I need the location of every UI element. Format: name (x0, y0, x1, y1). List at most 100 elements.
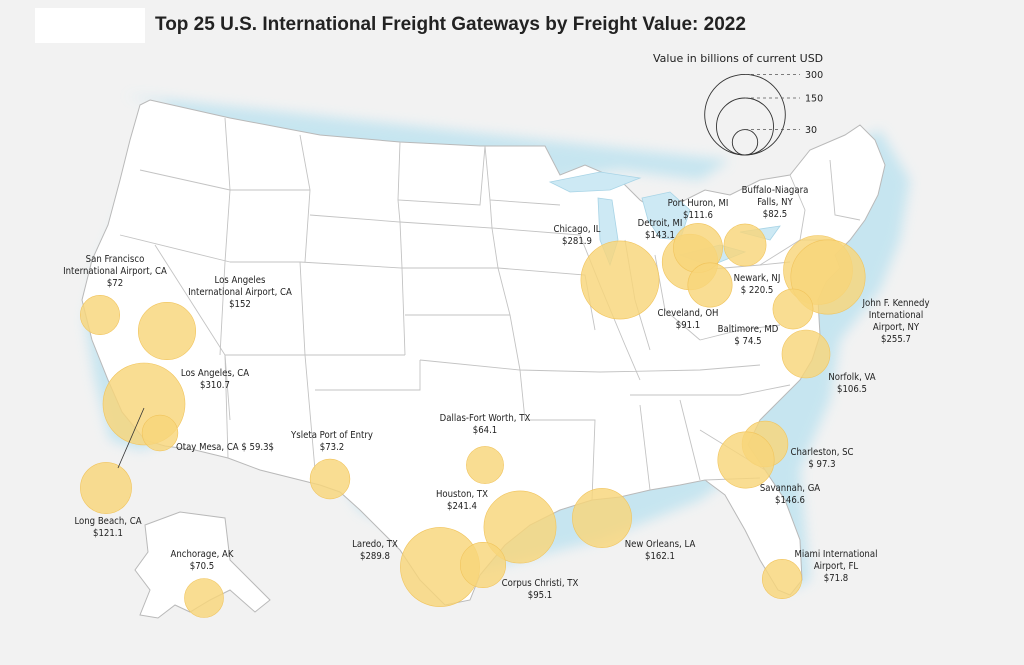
gateway-label: San Francisco International Airport, CA $7… (63, 254, 167, 289)
gateway-label-line: Ysleta Port of Entry (290, 430, 373, 441)
gateway-label-line: Otay Mesa, CA $ 59.3$ (176, 442, 274, 453)
gateway-label-line: $121.1 (93, 528, 123, 539)
gateway-bubble (141, 414, 179, 452)
gateway-label: Norfolk, VA $106.5 (828, 372, 875, 395)
long-beach-leader-line (117, 407, 145, 469)
gateway-label: Cleveland, OH $91.1 (658, 308, 719, 331)
gateway-bubble (138, 301, 197, 360)
gateway-label: Dallas-Fort Worth, TX $64.1 (440, 413, 531, 436)
gateway-label-line: $111.6 (683, 210, 713, 221)
gateway-bubble (184, 578, 224, 618)
gateway-label-line: $162.1 (645, 551, 675, 562)
gateway-bubble (309, 458, 351, 500)
state-borders (119, 117, 861, 501)
gateway-label-line: $146.6 (775, 495, 805, 506)
gateway-label-line: $255.7 (881, 334, 911, 345)
gateway-label-line: Houston, TX (436, 489, 488, 500)
gateway-bubble (723, 223, 767, 267)
gateway-bubble (80, 462, 132, 514)
gateway-label-line: $143.1 (645, 230, 675, 241)
gateway-label-line: Detroit, MI (638, 218, 683, 229)
legend-circles: 300 150 30 (704, 70, 823, 156)
gateway-label: Long Beach, CA $121.1 (74, 516, 141, 539)
gateway-label-line: $152 (229, 299, 251, 310)
gateway-label-line: Port Huron, MI (668, 198, 729, 209)
gateway-label-line: $64.1 (473, 425, 497, 436)
legend-title: Value in billions of current USD (653, 52, 823, 65)
header-blank-box (35, 8, 145, 43)
gateway-label: Corpus Christi, TX $95.1 (502, 578, 579, 601)
gateway-label-line: Los Angeles, CA (181, 368, 249, 379)
gateway-bubble (80, 294, 121, 335)
gateway-label-line: $91.1 (676, 320, 700, 331)
gateway-label: Los Angeles, CA $310.7 (181, 368, 249, 391)
gateway-label: Laredo, TX $289.8 (352, 539, 398, 562)
gateway-label-line: San Francisco (86, 254, 145, 265)
gateway-label-line: Airport, NY (873, 322, 920, 333)
gateway-label-line: John F. Kennedy (861, 298, 929, 309)
gateway-bubble (717, 431, 775, 489)
gateway-label-line: $289.8 (360, 551, 390, 562)
gateway-bubble (790, 239, 866, 315)
gateway-label-line: Buffalo-Niagara (742, 185, 809, 196)
gateway-label-line: Chicago, IL (553, 224, 600, 235)
gateway-label: Chicago, IL $281.9 (553, 224, 600, 247)
gateway-label-line: Savannah, GA (760, 483, 820, 494)
gateway-label: Anchorage, AK $70.5 (171, 549, 234, 572)
gateway-label-line: Los Angeles (214, 275, 266, 286)
gateway-bubble (781, 329, 831, 379)
legend-circle (731, 129, 759, 156)
gateway-label: Port Huron, MI $111.6 (668, 198, 729, 221)
gateway-label: New Orleans, LA $162.1 (625, 539, 696, 562)
gateway-label: Los Angeles International Airport, CA $152 (188, 275, 292, 310)
gateway-label-line: $73.2 (320, 442, 344, 453)
gateway-label-line: $106.5 (837, 384, 867, 395)
gateway-label-line: $82.5 (763, 209, 787, 220)
gateway-bubble (761, 558, 802, 599)
gateway-bubble (572, 488, 632, 548)
gateway-label-line: $310.7 (200, 380, 230, 391)
gateway-label-line: Falls, NY (757, 197, 793, 208)
gateway-label: Newark, NJ $ 220.5 (734, 273, 781, 296)
gateway-label-line: Dallas-Fort Worth, TX (440, 413, 531, 424)
gateway-label-line: Long Beach, CA (74, 516, 141, 527)
gateway-bubble (466, 446, 504, 484)
gateway-label: Miami International Airport, FL $71.8 (795, 549, 878, 584)
gateway-label: Detroit, MI $143.1 (638, 218, 683, 241)
gateway-label-line: Cleveland, OH (658, 308, 719, 319)
gateway-label-line: $ 74.5 (734, 336, 761, 347)
gateway-label-line: International Airport, CA (188, 287, 292, 298)
gateway-label-line: International Airport, CA (63, 266, 167, 277)
gateway-bubbles (80, 223, 866, 618)
gateway-label-line: $281.9 (562, 236, 592, 247)
gateway-bubble (459, 541, 506, 588)
gateway-label-line: $95.1 (528, 590, 552, 601)
map-title: Top 25 U.S. International Freight Gatewa… (155, 14, 746, 35)
gateway-label-line: International (869, 310, 924, 321)
gateway-label-line: $ 97.3 (808, 459, 835, 470)
gateway-label-line: Baltimore, MD (718, 324, 779, 335)
gateway-label-line: Norfolk, VA (828, 372, 875, 383)
gateway-label-line: Airport, FL (814, 561, 859, 572)
gateway-label: Baltimore, MD $ 74.5 (718, 324, 779, 347)
gateway-bubble (580, 240, 660, 320)
legend-circle (716, 97, 774, 156)
gateway-label-line: $70.5 (190, 561, 214, 572)
gateway-label: Buffalo-Niagara Falls, NY $82.5 (742, 185, 809, 220)
gateway-label: Savannah, GA $146.6 (760, 483, 820, 506)
gateway-label: Houston, TX $241.4 (436, 489, 488, 512)
legend-value: 300 (805, 70, 823, 81)
gateway-bubble (687, 262, 733, 308)
gateway-label-line: Newark, NJ (734, 273, 781, 284)
gateway-bubble (483, 490, 557, 564)
gateway-bubble (772, 288, 814, 330)
gateway-label-line: $72 (107, 278, 123, 289)
gateway-label-line: Charleston, SC (790, 447, 853, 458)
gateway-label-line: $ 220.5 (741, 285, 774, 296)
gateway-label: Charleston, SC $ 97.3 (790, 447, 853, 470)
gateway-label: Ysleta Port of Entry $73.2 (290, 430, 373, 453)
gateway-label: John F. Kennedy International Airport, NY $… (861, 298, 929, 345)
gateway-label-line: Anchorage, AK (171, 549, 234, 560)
legend-value: 150 (805, 94, 823, 105)
